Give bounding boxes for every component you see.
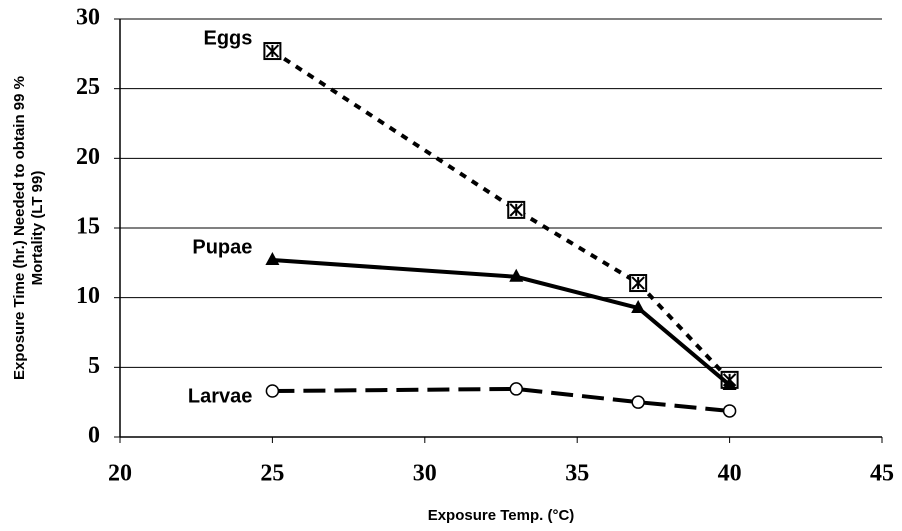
series-label: Larvae xyxy=(188,385,253,407)
marker-cross xyxy=(265,44,280,58)
x-tick-label: 35 xyxy=(565,461,589,487)
x-tick-label: 25 xyxy=(260,461,284,487)
y-tick-label: 10 xyxy=(76,283,100,309)
y-tick-label: 20 xyxy=(76,144,100,170)
y-axis-title: Exposure Time (hr.) Needed to obtain 99 … xyxy=(11,76,28,380)
marker-cross xyxy=(631,276,645,290)
x-tick-label: 30 xyxy=(413,461,437,487)
marker xyxy=(722,377,737,391)
marker xyxy=(509,382,523,396)
x-tick-label: 45 xyxy=(870,461,894,487)
series-line xyxy=(271,49,732,382)
y-tick-label: 30 xyxy=(76,5,100,31)
series-label: Eggs xyxy=(203,27,252,49)
marker-cross xyxy=(509,203,523,217)
x-tick-label: 20 xyxy=(108,461,132,487)
series-label: Pupae xyxy=(192,236,252,258)
y-tick-label: 15 xyxy=(76,214,100,240)
marker xyxy=(722,404,737,418)
x-tick-label: 40 xyxy=(718,461,742,487)
x-axis-title: Exposure Temp. (°C) xyxy=(428,507,575,524)
marker xyxy=(631,299,646,313)
marker xyxy=(265,384,280,398)
marker xyxy=(265,252,280,266)
marker xyxy=(631,395,645,409)
marker xyxy=(509,268,524,282)
y-axis-title: Mortality (LT 99) xyxy=(29,171,46,286)
y-tick-label: 5 xyxy=(88,353,100,379)
series-line xyxy=(272,258,731,387)
y-tick-label: 25 xyxy=(76,74,100,100)
y-tick-label: 0 xyxy=(88,423,100,449)
series-line xyxy=(272,386,730,413)
